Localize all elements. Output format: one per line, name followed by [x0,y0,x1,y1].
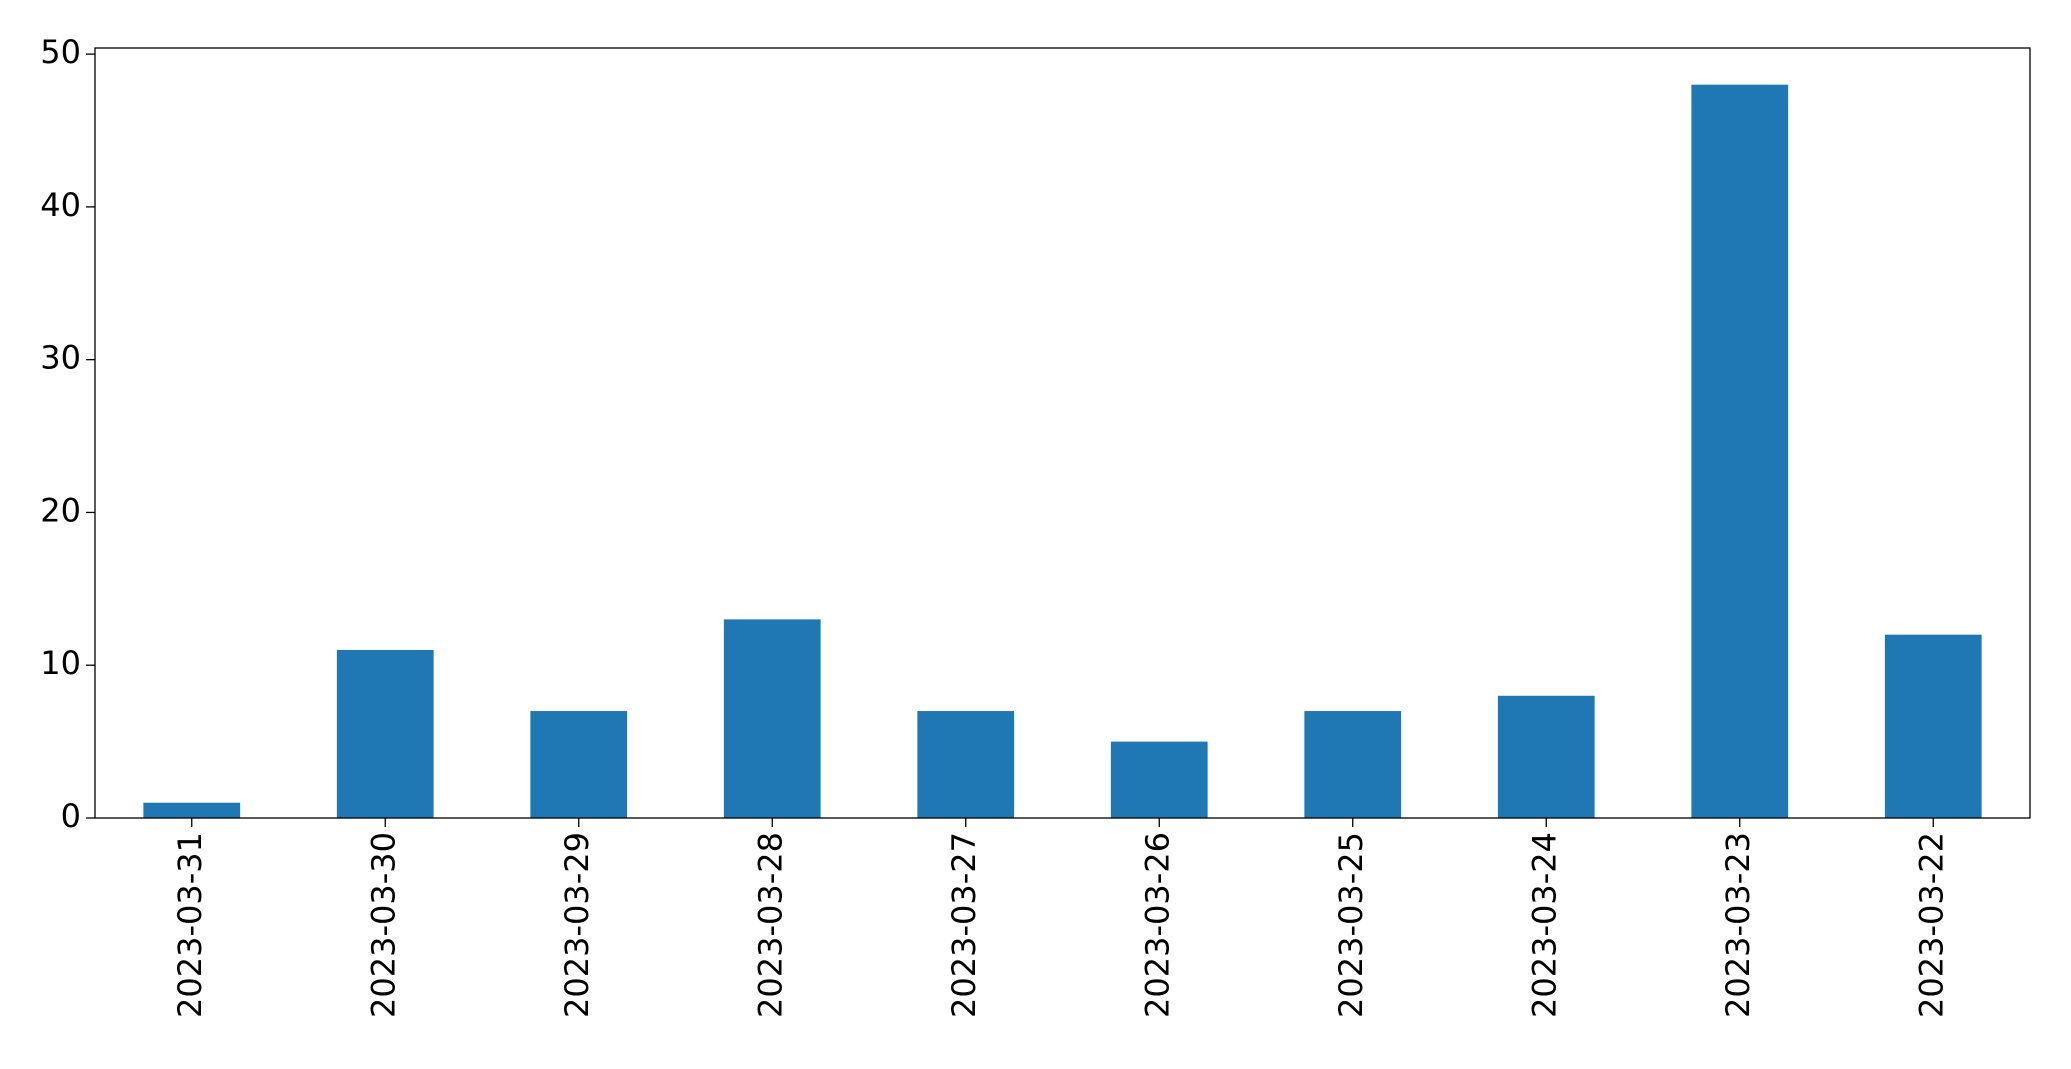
x-tick-label: 2023-03-31 [171,832,209,1018]
y-tick-label: 10 [40,644,81,682]
x-tick-label: 2023-03-25 [1332,832,1370,1018]
bar [1497,695,1595,818]
x-tick-label: 2023-03-22 [1912,832,1950,1018]
x-tick-label: 2023-03-30 [364,832,402,1018]
y-tick-label: 50 [40,33,81,71]
bar [723,619,821,818]
x-tick-label: 2023-03-23 [1719,832,1757,1018]
bar [336,649,434,818]
x-tick-label: 2023-03-26 [1138,832,1176,1018]
x-tick-label: 2023-03-29 [558,832,596,1018]
plot-frame [94,47,2031,819]
bar [917,711,1015,818]
bar [143,802,241,818]
bar [1691,84,1789,818]
y-tick-label: 0 [61,797,81,835]
bar [530,711,628,818]
y-tick-label: 40 [40,186,81,224]
x-tick-label: 2023-03-27 [945,832,983,1018]
bar [1304,711,1402,818]
x-tick-label: 2023-03-24 [1525,832,1563,1018]
x-tick-label: 2023-03-28 [751,832,789,1018]
y-tick-label: 20 [40,491,81,529]
bar [1110,741,1208,818]
bar [1884,634,1982,818]
y-tick-label: 30 [40,339,81,377]
